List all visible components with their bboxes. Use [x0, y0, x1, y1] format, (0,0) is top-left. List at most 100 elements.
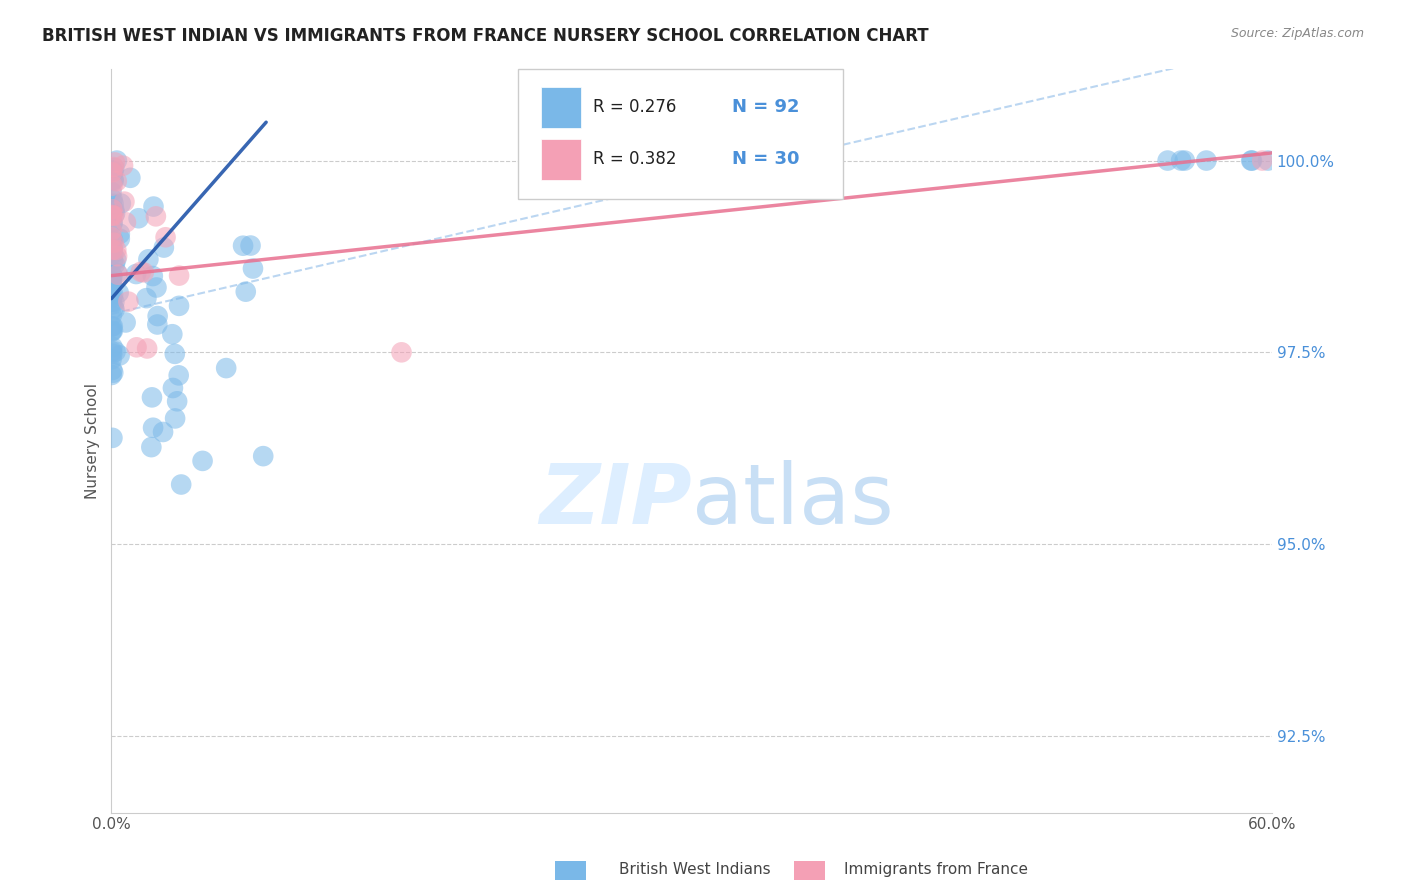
- Point: [103, 202, 125, 217]
- Text: R = 0.382: R = 0.382: [593, 150, 676, 169]
- Point: [101, 163, 124, 178]
- Point: [135, 291, 157, 305]
- Point: [120, 170, 142, 185]
- Point: [100, 275, 122, 289]
- Point: [101, 363, 124, 377]
- Point: [138, 252, 160, 267]
- Point: [107, 285, 129, 300]
- Point: [108, 232, 131, 246]
- Text: R = 0.276: R = 0.276: [593, 98, 676, 116]
- Point: [104, 302, 127, 317]
- Point: [1240, 153, 1263, 168]
- Point: [101, 340, 124, 354]
- Point: [100, 319, 122, 334]
- Point: [142, 421, 165, 435]
- Point: [103, 235, 125, 250]
- Point: [101, 243, 124, 257]
- Point: [114, 315, 136, 329]
- Point: [142, 268, 165, 283]
- Point: [101, 242, 124, 256]
- Point: [101, 319, 124, 334]
- Point: [101, 268, 124, 282]
- Point: [1174, 153, 1197, 168]
- Point: [101, 324, 124, 338]
- Point: [105, 153, 128, 168]
- Text: N = 92: N = 92: [733, 98, 800, 116]
- Point: [105, 249, 128, 263]
- Point: [170, 477, 193, 491]
- Point: [103, 173, 125, 187]
- Point: [101, 192, 124, 206]
- Point: [167, 268, 190, 283]
- Point: [115, 215, 138, 229]
- Point: [1251, 153, 1274, 168]
- Point: [105, 266, 128, 280]
- Point: [1257, 153, 1279, 168]
- Point: [101, 216, 124, 230]
- Point: [101, 253, 124, 268]
- Point: [103, 209, 125, 223]
- Point: [101, 274, 124, 288]
- Point: [101, 209, 124, 223]
- Point: [239, 238, 262, 252]
- Point: [103, 172, 125, 186]
- Point: [103, 366, 125, 380]
- Point: [104, 206, 127, 220]
- Point: [100, 352, 122, 367]
- Point: [132, 265, 155, 279]
- Point: [103, 246, 125, 260]
- Point: [162, 327, 184, 342]
- Point: [252, 449, 274, 463]
- Point: [108, 348, 131, 362]
- Point: [153, 241, 176, 255]
- Point: [101, 324, 124, 338]
- Point: [112, 159, 135, 173]
- Point: [155, 230, 177, 244]
- Point: [117, 294, 139, 309]
- Y-axis label: Nursery School: Nursery School: [86, 383, 100, 499]
- Point: [1240, 153, 1263, 168]
- Point: [191, 454, 214, 468]
- Point: [101, 216, 124, 230]
- Point: [100, 275, 122, 289]
- Point: [100, 241, 122, 255]
- Point: [100, 325, 122, 339]
- Point: [100, 230, 122, 244]
- Point: [104, 344, 127, 359]
- Point: [105, 243, 128, 257]
- Point: [101, 287, 124, 301]
- Bar: [541, 87, 582, 128]
- Point: [101, 431, 124, 445]
- Point: [128, 211, 150, 226]
- Point: [136, 342, 159, 356]
- Point: [145, 210, 167, 224]
- Point: [100, 309, 122, 323]
- Point: [101, 346, 124, 360]
- Point: [100, 368, 122, 382]
- Point: [100, 223, 122, 237]
- Point: [242, 261, 264, 276]
- Point: [165, 411, 187, 425]
- Point: [163, 347, 186, 361]
- Point: [129, 265, 152, 279]
- Point: [145, 280, 167, 294]
- Point: [101, 295, 124, 310]
- Point: [103, 160, 125, 174]
- Point: [101, 165, 124, 179]
- Point: [141, 390, 163, 404]
- Text: British West Indians: British West Indians: [619, 863, 770, 877]
- Point: [101, 269, 124, 284]
- Text: N = 30: N = 30: [733, 150, 800, 169]
- Point: [146, 309, 169, 323]
- Point: [104, 257, 127, 271]
- Point: [110, 196, 132, 211]
- Point: [146, 318, 169, 332]
- Point: [101, 344, 124, 359]
- Point: [100, 185, 122, 199]
- Point: [391, 345, 413, 359]
- Point: [1195, 153, 1218, 168]
- Point: [101, 178, 124, 193]
- Point: [101, 202, 124, 217]
- Bar: [541, 139, 582, 180]
- Point: [167, 299, 190, 313]
